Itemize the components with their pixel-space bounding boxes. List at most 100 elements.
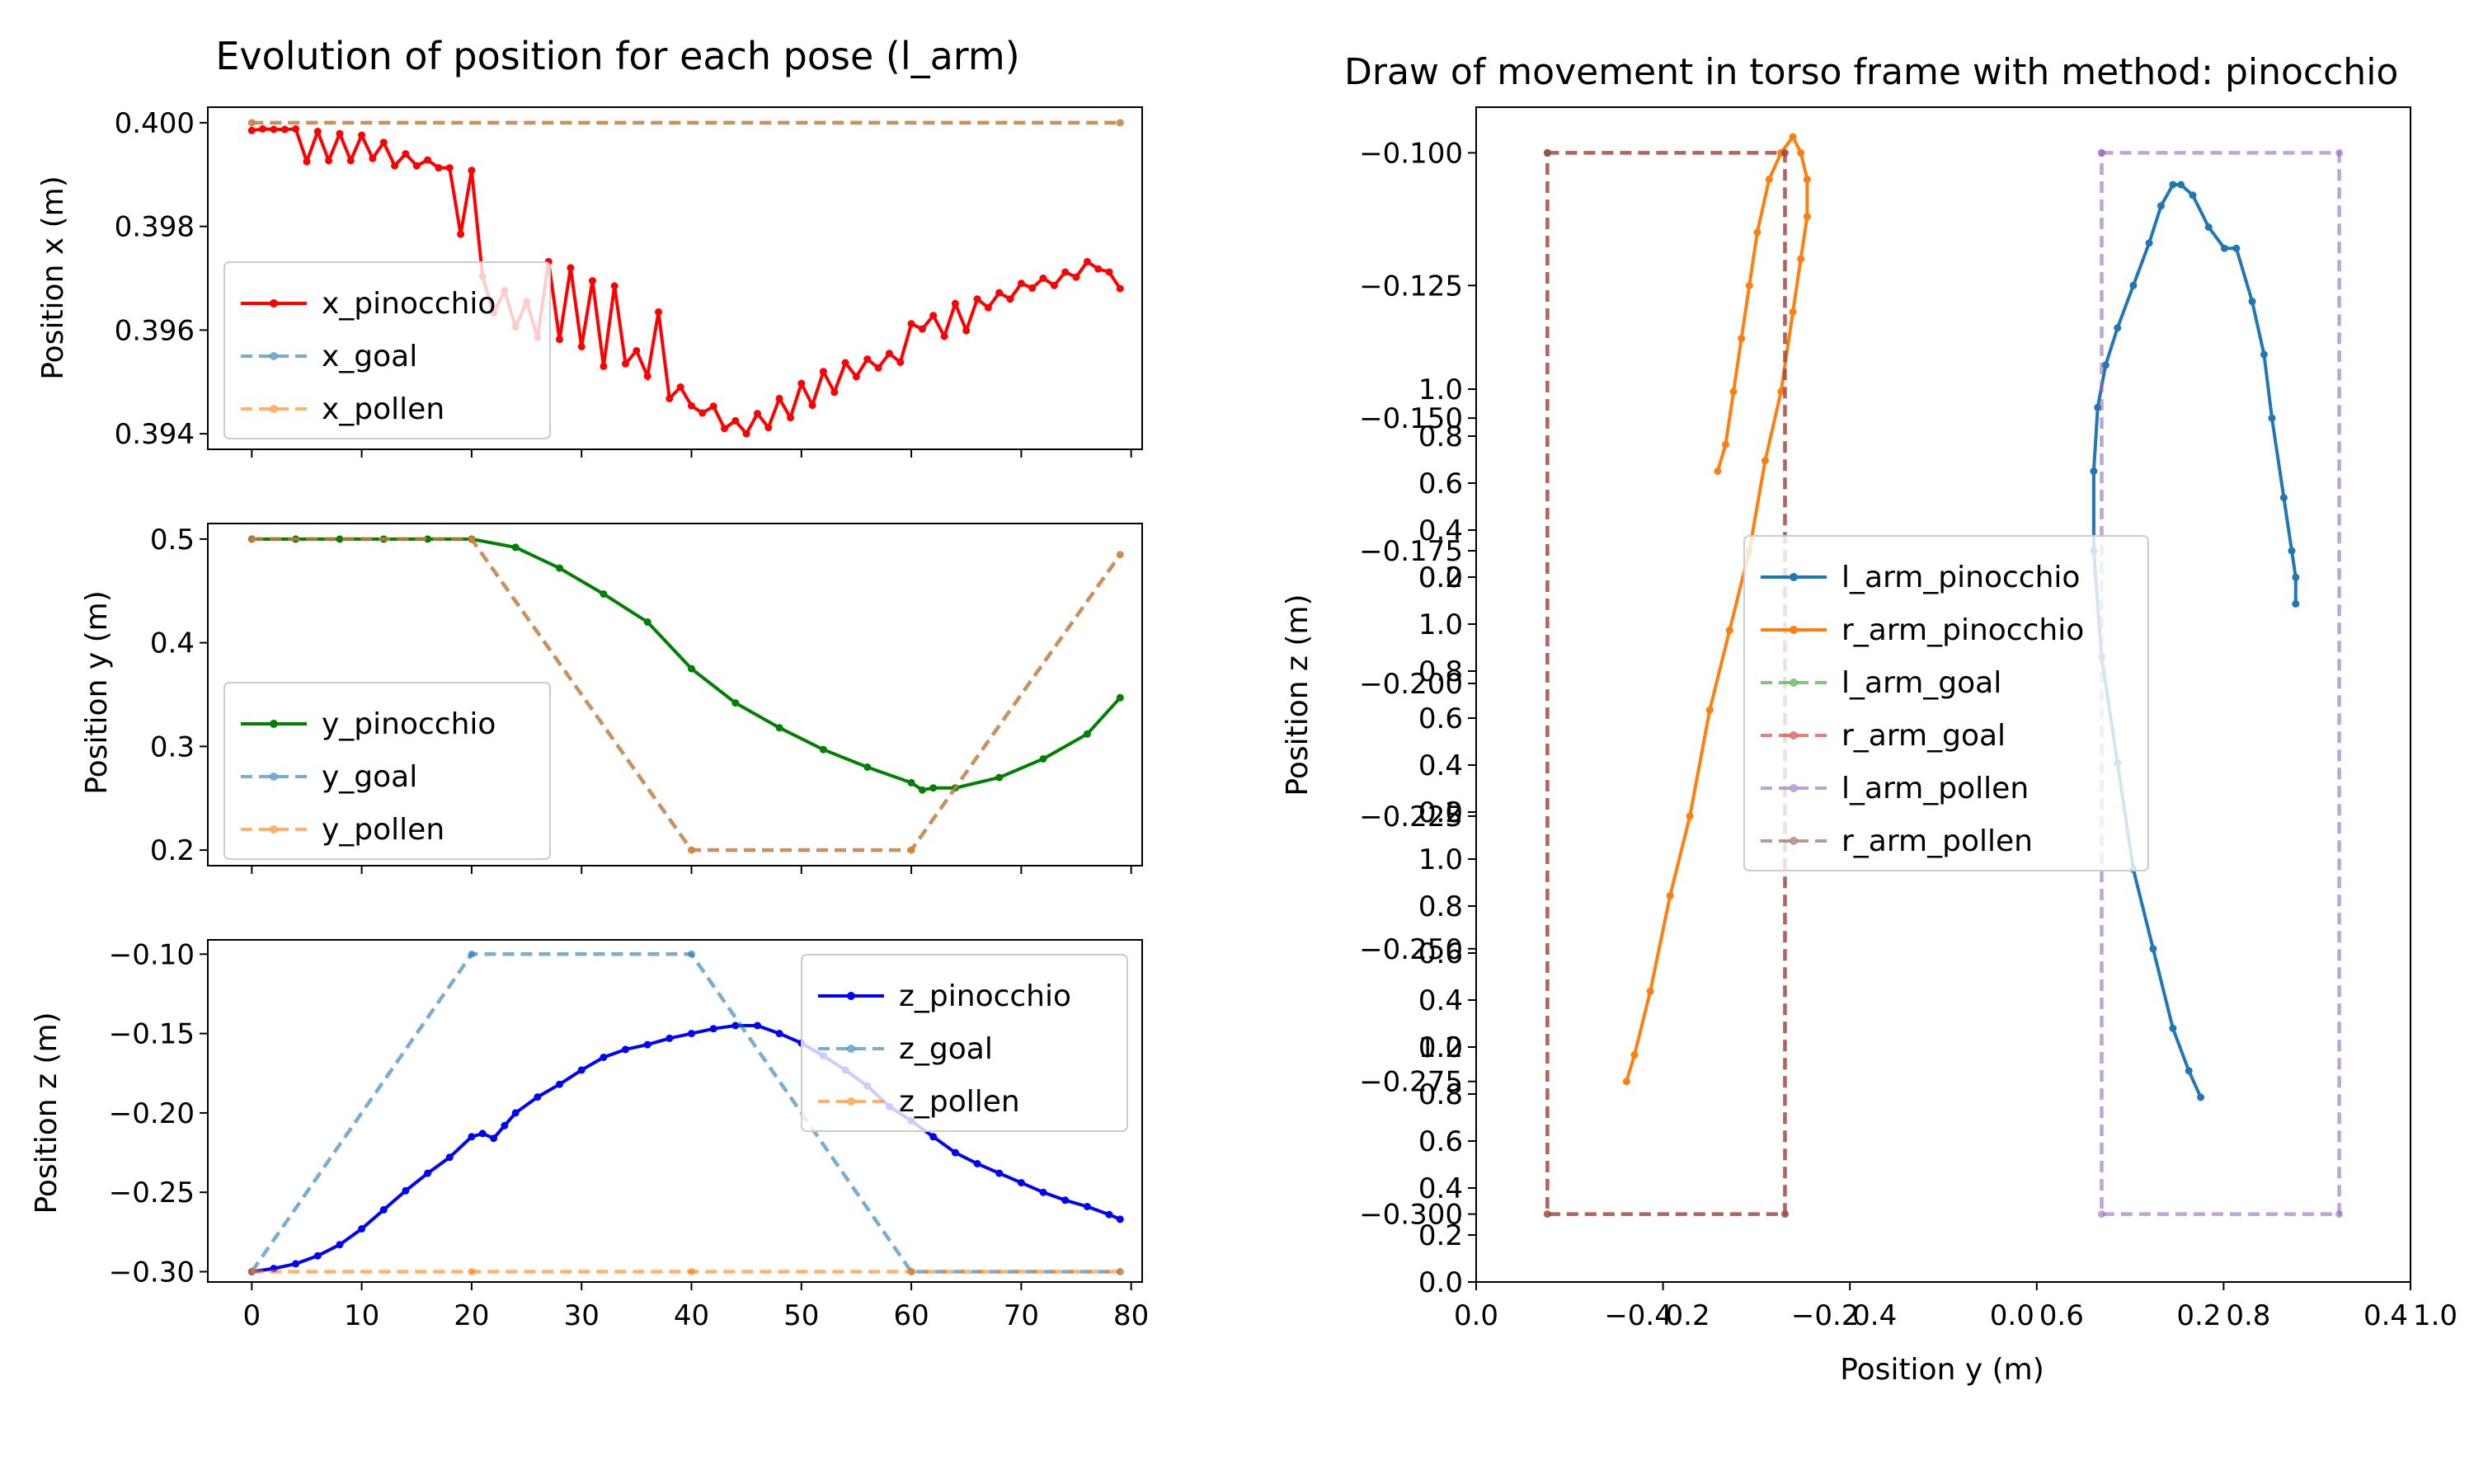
data-point — [1039, 1188, 1047, 1196]
data-point — [797, 379, 806, 387]
data-point — [995, 773, 1004, 782]
data-point — [929, 784, 938, 792]
data-point — [940, 332, 948, 340]
y-tick-label: −0.10 — [109, 938, 195, 971]
data-point — [1543, 148, 1551, 157]
legend-marker — [270, 825, 278, 834]
data-point — [2204, 223, 2213, 231]
x-tick-label: 40 — [674, 1299, 709, 1332]
y-tick-label: 0.396 — [115, 314, 195, 347]
data-point — [1116, 551, 1124, 559]
legend-marker — [847, 992, 855, 1000]
data-point — [907, 320, 915, 328]
data-point — [292, 1260, 300, 1268]
subplot-torso-frame: Draw of movement in torso frame with met… — [1281, 51, 2458, 1387]
legend-label: z_pollen — [899, 1085, 1020, 1119]
data-point — [1017, 279, 1025, 288]
overlay-y-tick-label: 0.6 — [1418, 937, 1463, 970]
data-point — [633, 347, 641, 355]
data-point — [424, 156, 432, 164]
data-point — [1083, 1203, 1091, 1210]
data-point — [325, 157, 333, 165]
data-point — [852, 373, 860, 381]
x-tick-label: 0.6 — [2039, 1299, 2084, 1332]
data-point — [742, 430, 750, 438]
data-point — [445, 164, 454, 172]
data-point — [775, 724, 783, 732]
legend-marker — [847, 1097, 855, 1106]
overlay-y-tick-label: 0.2 — [1418, 1031, 1463, 1064]
data-point — [1116, 1268, 1124, 1275]
data-point — [2177, 181, 2185, 189]
data-point — [336, 1241, 344, 1249]
y-tick-label: −0.300 — [1359, 1199, 1463, 1232]
data-point — [402, 1186, 410, 1195]
data-point — [984, 303, 992, 312]
overlay-y-tick-label: 0.8 — [1418, 890, 1463, 923]
legend: x_pinocchio x_goal x_pollen — [223, 261, 551, 439]
data-point — [1094, 265, 1103, 273]
data-point — [787, 414, 794, 422]
data-point — [2169, 1024, 2177, 1032]
data-point — [457, 230, 465, 238]
data-point — [721, 425, 728, 433]
y-tick-label: −0.175 — [1359, 535, 1463, 568]
data-point — [1666, 891, 1674, 899]
data-point — [313, 128, 322, 136]
subplot-position-y: Position y (m) 0.5 0.4 0.3 0.2 y_pinocchioy… — [80, 523, 1143, 874]
data-point — [1797, 255, 1805, 263]
y-tick-label: 0.398 — [115, 211, 195, 244]
x-tick-label: 1.0 — [2413, 1299, 2458, 1332]
legend-marker — [1790, 784, 1798, 792]
data-point — [402, 150, 410, 158]
legend-box — [223, 261, 551, 439]
data-point — [1105, 268, 1113, 276]
legend-label: x_pinocchio — [322, 287, 496, 321]
axes-frame — [207, 523, 1143, 866]
data-point — [610, 282, 618, 290]
data-point — [556, 1080, 563, 1088]
data-point — [1803, 176, 1811, 183]
legend-label: r_arm_pinocchio — [1841, 613, 2084, 647]
x-tick-label: 0.0 — [1454, 1299, 1498, 1332]
data-point — [731, 699, 740, 707]
data-point — [247, 535, 256, 543]
legend-marker — [1790, 837, 1798, 845]
legend-marker — [847, 1045, 855, 1053]
x-tick-label: 20 — [454, 1299, 489, 1332]
data-point — [731, 1021, 740, 1030]
legend-marker — [270, 299, 278, 308]
overlay-y-tick-label: 0.4 — [1418, 984, 1463, 1017]
data-point — [2292, 573, 2300, 581]
data-point — [1039, 755, 1047, 763]
data-point — [666, 1034, 674, 1042]
data-point — [655, 308, 662, 316]
data-point — [643, 1040, 651, 1049]
data-point — [1722, 440, 1729, 448]
legend-label: z_pinocchio — [899, 979, 1071, 1013]
data-point — [468, 535, 476, 543]
data-point — [511, 543, 520, 552]
data-point — [468, 1133, 476, 1141]
legend-label: l_arm_pollen — [1841, 772, 2029, 805]
subplot-position-z: Position z (m) −0.10 −0.15 −0.20 −0.25 −0.30… — [30, 938, 1149, 1332]
x-tick-label: 80 — [1113, 1299, 1149, 1332]
data-point — [709, 1025, 717, 1033]
data-point — [556, 336, 563, 344]
y-tick-label: −0.20 — [109, 1097, 195, 1130]
data-point — [2101, 361, 2109, 369]
subplot-position-x: Evolution of position for each pose (l_a… — [36, 34, 1143, 458]
data-point — [973, 295, 981, 303]
data-point — [863, 763, 872, 771]
overlay-y-tick-label: 1.0 — [1418, 843, 1463, 876]
overlay-y-tick-label: 0.0 — [1418, 1266, 1463, 1299]
y-tick-label: −0.125 — [1359, 270, 1463, 303]
data-point — [2279, 494, 2288, 502]
data-point — [1705, 706, 1714, 714]
data-point — [2157, 202, 2165, 210]
data-point — [1729, 387, 1738, 396]
data-point — [1781, 1210, 1789, 1219]
data-point — [643, 618, 651, 626]
legend-marker — [1790, 626, 1798, 634]
data-point — [468, 950, 476, 958]
